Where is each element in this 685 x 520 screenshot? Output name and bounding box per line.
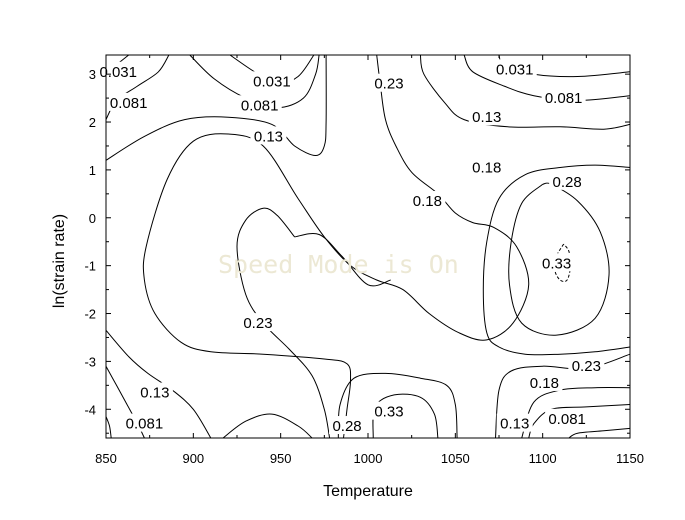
contour-label-bg — [250, 126, 287, 145]
x-tick-label: 950 — [270, 451, 292, 466]
y-tick-label: -3 — [84, 354, 96, 369]
x-tick-label: 850 — [95, 451, 117, 466]
contour-line-0.23 — [294, 232, 391, 287]
contour-label: 0.18 — [472, 160, 501, 177]
contour-label-bg — [249, 71, 294, 90]
contour-line-0.081 — [568, 427, 631, 439]
contour-label-bg — [496, 413, 533, 432]
contour-label-bg — [492, 59, 537, 78]
y-axis: 3 2 1 0 -1 -2 -3 -4 — [84, 67, 630, 434]
y-axis-title: ln(strain rate) — [51, 214, 68, 308]
contour-label: 0.33 — [374, 404, 403, 421]
contour-line-0.031 — [105, 416, 112, 439]
contour-label: 0.18 — [530, 375, 559, 392]
contour-label-bg — [568, 356, 605, 375]
contour-label-bg — [329, 416, 366, 435]
contour-line-0.13 — [105, 329, 212, 439]
contour-line-0.18 — [482, 164, 631, 356]
contour-labels: 0.031 0.031 0.031 0.081 0.081 0.081 0.13 0.13 0.… — [96, 59, 605, 435]
x-tick-label: 1050 — [441, 451, 470, 466]
contour-label-bg — [370, 73, 407, 92]
x-axis-title: Temperature — [323, 483, 413, 500]
contour-label-bg — [237, 95, 282, 114]
x-axis: 850 900 950 1000 1050 1100 1150 — [95, 55, 644, 466]
contour-label-bg — [239, 313, 276, 332]
contour-label-bg — [549, 171, 586, 190]
contour-label: 0.081 — [126, 416, 164, 433]
contour-label-bg — [136, 382, 173, 401]
x-tick-label: 900 — [182, 451, 204, 466]
contour-label-bg — [468, 157, 505, 176]
contour-label-bg — [106, 92, 151, 111]
contour-label: 0.031 — [496, 61, 534, 78]
contour-line-0.28 — [508, 182, 610, 336]
contour-label: 0.23 — [572, 358, 601, 375]
contour-label: 0.18 — [413, 193, 442, 210]
contour-label: 0.031 — [253, 73, 291, 90]
watermark: Speed Mode is On — [218, 250, 459, 279]
y-tick-label: 2 — [89, 115, 96, 130]
y-tick-label: -1 — [84, 259, 96, 274]
y-tick-label: -2 — [84, 307, 96, 322]
contour-label-bg — [409, 191, 446, 210]
contour-label-bg — [468, 107, 505, 126]
contour-label: 0.28 — [553, 174, 582, 191]
contour-label: 0.081 — [548, 411, 586, 428]
x-tick-label: 1150 — [616, 451, 644, 466]
contour-line-0.23 — [236, 207, 331, 439]
contour-label: 0.031 — [99, 64, 137, 81]
contour-label-bg — [541, 88, 586, 107]
y-tick-label: 1 — [89, 163, 96, 178]
y-tick-label: 3 — [89, 67, 96, 82]
contour-label: 0.28 — [332, 418, 361, 435]
x-tick-label: 1000 — [354, 451, 383, 466]
contour-label-bg — [526, 372, 563, 391]
contour-label: 0.081 — [545, 90, 583, 107]
contour-label: 0.13 — [254, 128, 283, 145]
contour-label: 0.081 — [110, 95, 148, 112]
contour-label: 0.33 — [542, 255, 571, 272]
contour-line-0.23 — [222, 413, 313, 439]
contour-label: 0.081 — [241, 97, 279, 114]
contour-label: 0.13 — [500, 416, 529, 433]
contour-line-0.28 — [337, 372, 458, 439]
contour-label-bg — [96, 61, 141, 80]
y-tick-label: 0 — [89, 211, 96, 226]
contour-label-bg — [545, 408, 590, 427]
y-tick-label: -4 — [84, 402, 96, 417]
contour-label: 0.23 — [374, 76, 403, 93]
contour-label: 0.13 — [140, 385, 169, 402]
contour-label-bg — [538, 253, 575, 272]
contour-label: 0.13 — [472, 109, 501, 126]
contour-line-0.18 — [142, 54, 530, 439]
contour-label-bg — [370, 401, 407, 420]
contour-label: 0.23 — [243, 315, 272, 332]
contour-label-bg — [122, 413, 167, 432]
x-tick-label: 1100 — [529, 451, 557, 466]
